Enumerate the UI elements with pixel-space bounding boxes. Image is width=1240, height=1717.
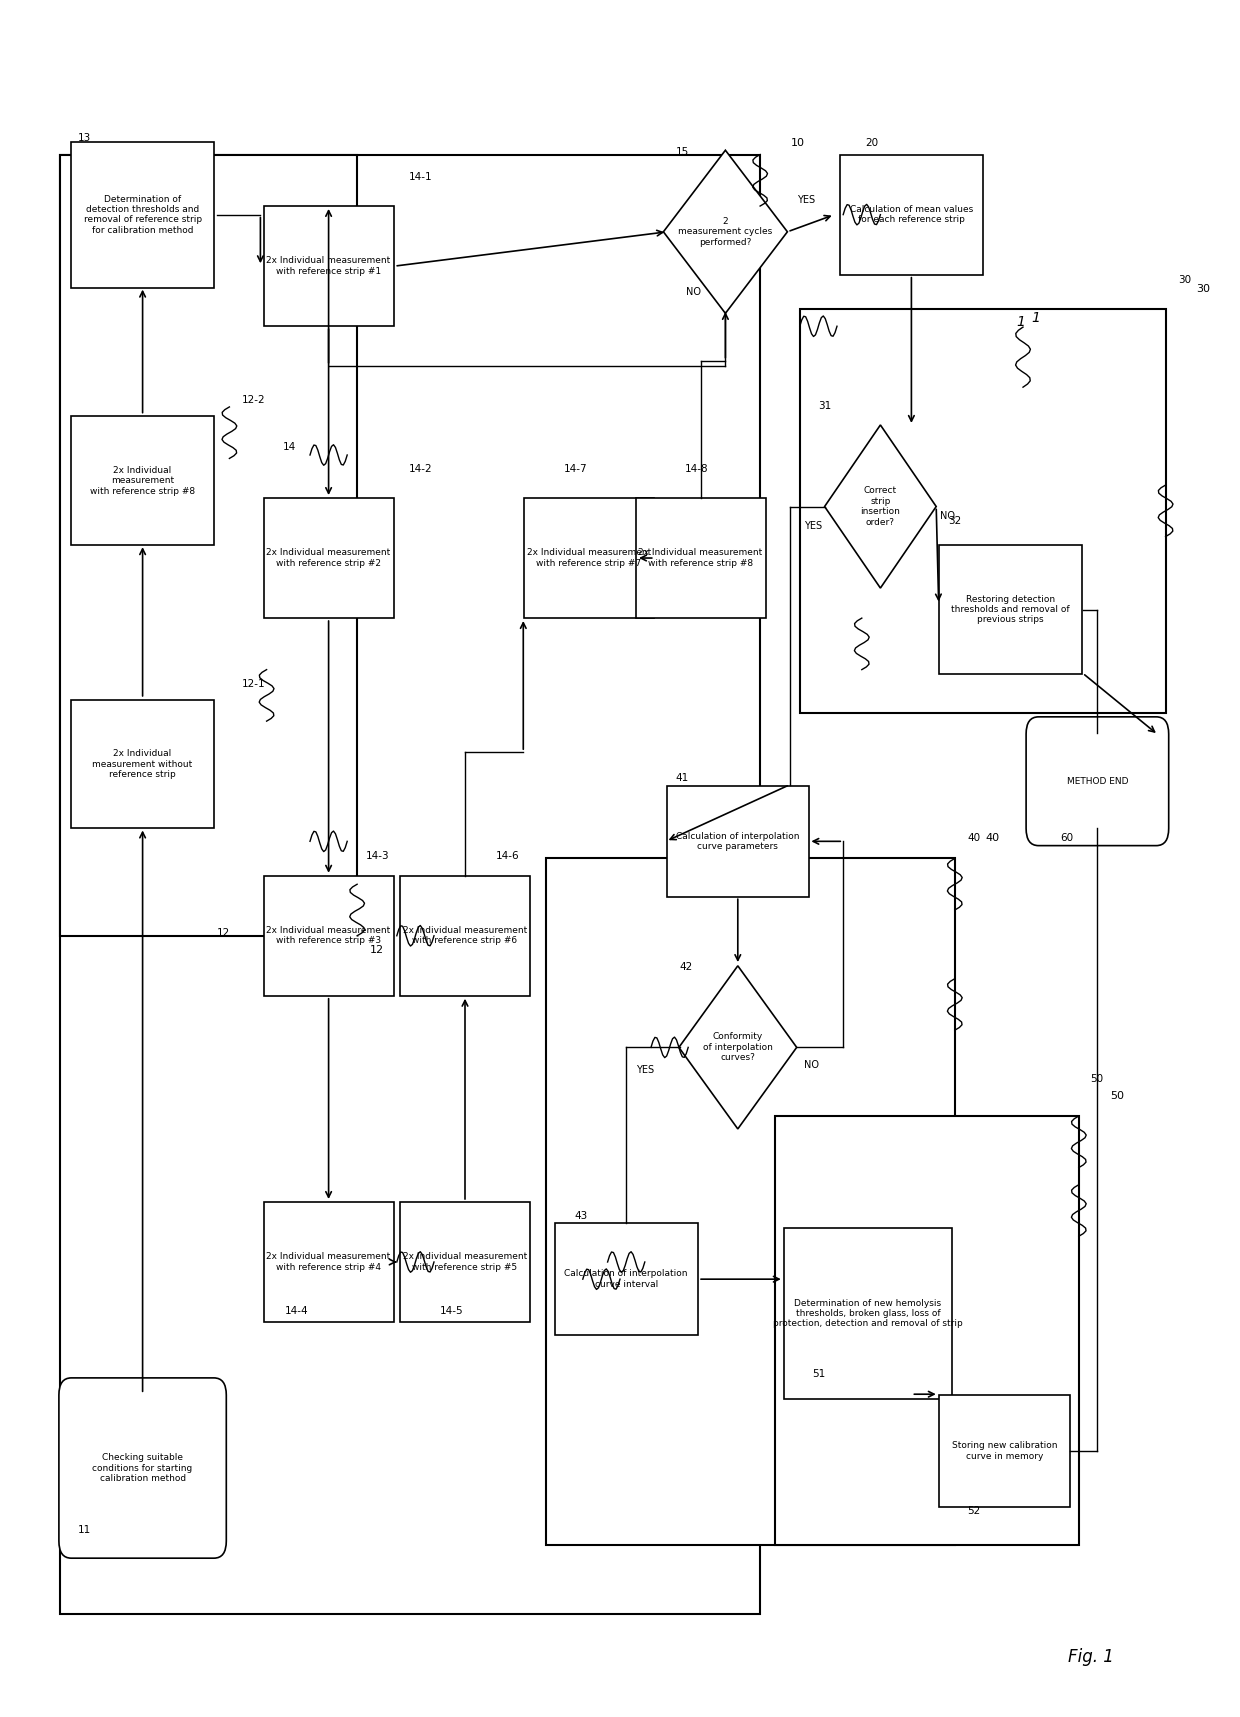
Text: Correct
strip
insertion
order?: Correct strip insertion order? <box>861 486 900 527</box>
FancyBboxPatch shape <box>940 546 1081 675</box>
FancyBboxPatch shape <box>546 858 955 1545</box>
Text: NO: NO <box>940 510 955 520</box>
Text: 20: 20 <box>866 137 879 148</box>
Text: YES: YES <box>797 194 816 204</box>
Text: 52: 52 <box>967 1506 981 1516</box>
Text: 2x Individual measurement
with reference strip #1: 2x Individual measurement with reference… <box>267 256 391 276</box>
Text: 14-6: 14-6 <box>496 850 520 860</box>
FancyBboxPatch shape <box>399 1202 531 1322</box>
FancyBboxPatch shape <box>775 1116 1079 1545</box>
Text: 2x Individual
measurement
with reference strip #8: 2x Individual measurement with reference… <box>91 465 195 496</box>
Text: 2x Individual measurement
with reference strip #4: 2x Individual measurement with reference… <box>267 1252 391 1272</box>
Text: YES: YES <box>804 520 822 531</box>
FancyBboxPatch shape <box>60 155 357 936</box>
Text: 14-5: 14-5 <box>440 1305 464 1315</box>
Text: Restoring detection
thresholds and removal of
previous strips: Restoring detection thresholds and remov… <box>951 594 1070 625</box>
FancyBboxPatch shape <box>556 1223 697 1336</box>
Polygon shape <box>825 426 936 589</box>
Text: 1: 1 <box>1017 316 1025 330</box>
FancyBboxPatch shape <box>263 1202 394 1322</box>
Text: 11: 11 <box>78 1525 92 1535</box>
Text: 14-7: 14-7 <box>564 464 588 474</box>
Text: 30: 30 <box>1178 275 1192 285</box>
FancyBboxPatch shape <box>784 1228 952 1399</box>
Text: Conformity
of interpolation
curves?: Conformity of interpolation curves? <box>703 1032 773 1063</box>
Text: 32: 32 <box>949 515 962 525</box>
Text: 1: 1 <box>1030 311 1040 325</box>
Text: 2x Individual measurement
with reference strip #2: 2x Individual measurement with reference… <box>267 548 391 568</box>
Text: 50: 50 <box>1110 1090 1123 1101</box>
Text: 41: 41 <box>676 773 689 783</box>
Text: Calculation of mean values
for each reference strip: Calculation of mean values for each refe… <box>849 204 973 225</box>
Text: 2x Individual measurement
with reference strip #5: 2x Individual measurement with reference… <box>403 1252 527 1272</box>
Text: 60: 60 <box>1060 833 1074 843</box>
FancyBboxPatch shape <box>523 498 655 618</box>
Text: NO: NO <box>686 287 701 297</box>
FancyBboxPatch shape <box>800 309 1166 713</box>
Text: YES: YES <box>636 1065 655 1075</box>
Text: 42: 42 <box>680 962 693 972</box>
FancyBboxPatch shape <box>60 155 760 1614</box>
FancyBboxPatch shape <box>263 206 394 326</box>
FancyBboxPatch shape <box>71 417 215 546</box>
Text: 30: 30 <box>1197 283 1210 294</box>
Text: 10: 10 <box>791 137 805 148</box>
Text: NO: NO <box>804 1059 818 1070</box>
Text: Storing new calibration
curve in memory: Storing new calibration curve in memory <box>951 1441 1058 1461</box>
Text: 51: 51 <box>812 1368 826 1379</box>
Text: 2x Individual measurement
with reference strip #8: 2x Individual measurement with reference… <box>639 548 763 568</box>
Text: 40: 40 <box>967 833 981 843</box>
FancyBboxPatch shape <box>841 155 982 275</box>
FancyBboxPatch shape <box>667 786 808 896</box>
Text: 14-4: 14-4 <box>285 1305 309 1315</box>
Text: 12-2: 12-2 <box>242 395 265 405</box>
FancyBboxPatch shape <box>399 876 531 996</box>
FancyBboxPatch shape <box>940 1394 1069 1508</box>
FancyBboxPatch shape <box>71 143 215 288</box>
Text: 13: 13 <box>78 132 92 143</box>
Text: Determination of new hemolysis
thresholds, broken glass, loss of
protection, det: Determination of new hemolysis threshold… <box>773 1298 963 1329</box>
Text: 31: 31 <box>818 400 832 410</box>
Text: 40: 40 <box>986 833 999 843</box>
Text: Calculation of interpolation
curve interval: Calculation of interpolation curve inter… <box>564 1269 688 1289</box>
Text: 15: 15 <box>676 146 689 156</box>
Text: 2x Individual measurement
with reference strip #3: 2x Individual measurement with reference… <box>267 925 391 946</box>
Text: 2x Individual
measurement without
reference strip: 2x Individual measurement without refere… <box>93 749 192 780</box>
Text: 2x Individual measurement
with reference strip #7: 2x Individual measurement with reference… <box>527 548 651 568</box>
Text: Determination of
detection thresholds and
removal of reference strip
for calibra: Determination of detection thresholds an… <box>83 194 202 235</box>
FancyBboxPatch shape <box>263 876 394 996</box>
Text: 14-1: 14-1 <box>409 172 433 182</box>
Text: 12-1: 12-1 <box>242 678 265 689</box>
Text: 14-3: 14-3 <box>366 850 389 860</box>
Text: 50: 50 <box>1090 1073 1104 1083</box>
Text: Checking suitable
conditions for starting
calibration method: Checking suitable conditions for startin… <box>93 1453 192 1483</box>
FancyBboxPatch shape <box>60 1377 226 1559</box>
FancyBboxPatch shape <box>1025 718 1168 845</box>
Text: 14-2: 14-2 <box>409 464 433 474</box>
Text: 12: 12 <box>370 944 383 955</box>
Text: 2
measurement cycles
performed?: 2 measurement cycles performed? <box>678 216 773 247</box>
Text: 2x Individual measurement
with reference strip #6: 2x Individual measurement with reference… <box>403 925 527 946</box>
Text: METHOD END: METHOD END <box>1066 776 1128 786</box>
Text: Calculation of interpolation
curve parameters: Calculation of interpolation curve param… <box>676 831 800 852</box>
Text: 14: 14 <box>283 441 296 452</box>
FancyBboxPatch shape <box>635 498 765 618</box>
Polygon shape <box>663 151 787 312</box>
Text: 14-8: 14-8 <box>684 464 708 474</box>
Polygon shape <box>680 965 796 1130</box>
Text: 12: 12 <box>217 927 231 937</box>
FancyBboxPatch shape <box>263 498 394 618</box>
FancyBboxPatch shape <box>71 701 215 828</box>
Text: Fig. 1: Fig. 1 <box>1069 1648 1114 1665</box>
Text: 43: 43 <box>574 1210 588 1221</box>
